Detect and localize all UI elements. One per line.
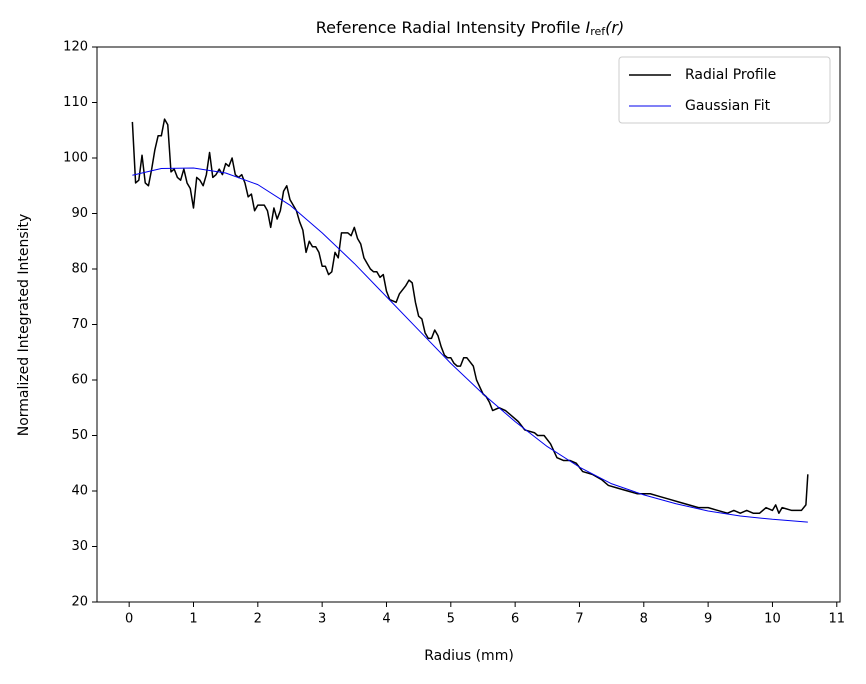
x-tick-label: 2 [254,612,262,627]
x-tick-label: 8 [640,612,648,627]
x-tick-label: 9 [704,612,712,627]
y-tick-label: 60 [71,373,88,388]
plot-frame [96,46,841,603]
title-subscript: ref [590,25,606,38]
y-tick-label: 70 [71,317,88,332]
chart-title: Reference Radial Intensity Profile Iref(… [316,18,624,39]
title-text: Reference Radial Intensity Profile [316,18,581,37]
x-tick-label: 3 [318,612,326,627]
y-tick-label: 100 [63,151,88,166]
title-symbol: I [586,18,591,37]
series-line [132,167,808,523]
x-tick-label: 5 [447,612,455,627]
x-tick-label: 6 [511,612,519,627]
y-axis-label: Normalized Integrated Intensity [16,214,32,437]
y-tick-label: 30 [71,539,88,554]
y-tick-label: 50 [71,428,88,443]
legend-box [618,56,831,124]
x-tick-label: 0 [125,612,133,627]
x-tick-label: 11 [829,612,846,627]
x-axis-label: Radius (mm) [424,648,514,664]
y-tick-label: 90 [71,206,88,221]
x-tick-label: 10 [764,612,781,627]
y-tick-label: 80 [71,262,88,277]
y-tick-label: 40 [71,484,88,499]
y-tick-label: 20 [71,595,88,610]
series-line [131,118,809,514]
x-tick-label: 7 [575,612,583,627]
legend-label: Gaussian Fit [685,98,771,114]
y-tick-label: 120 [63,40,88,55]
x-tick-label: 4 [382,612,390,627]
title-argument: (r) [605,18,624,37]
legend-label: Radial Profile [685,67,776,83]
x-tick-label: 1 [189,612,197,627]
y-tick-label: 110 [63,95,88,110]
